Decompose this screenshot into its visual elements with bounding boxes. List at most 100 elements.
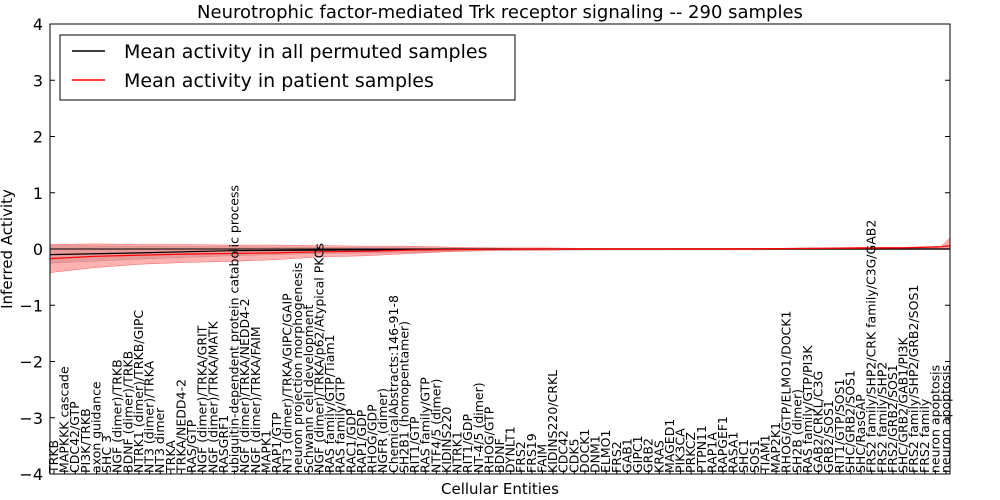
entity-label: FRS19 [524, 433, 539, 473]
entity-label: PIK3CA [673, 428, 688, 473]
entity-label: NT3 dimer [152, 407, 167, 473]
entity-label: SHC1 [736, 439, 751, 473]
entity-label: neuron apoptosis [927, 365, 942, 473]
entity-label: NGF (dimer)/TRKA/p62/Atypical PKCs [312, 243, 327, 473]
entity-label: RAP1/GDP [354, 409, 369, 473]
entity-label: DOCK1 [577, 429, 592, 473]
y-tick-label: −4 [19, 465, 43, 484]
entity-label: RAP1/GTP [269, 412, 284, 473]
entity-label: neuron projection morphogenesis [290, 262, 305, 473]
entity-label: RASA1 [726, 432, 741, 473]
entity-label: RAS/GTP [184, 419, 199, 473]
entity-label: RAS family/GTP/PI3K [800, 345, 815, 473]
entity-label: NGF (dimer)/TRKA/FAIM [248, 326, 263, 473]
legend-label-patient: Mean activity in patient samples [124, 70, 434, 92]
entity-label: FRS2 [513, 441, 528, 473]
entity-label: GAB2/CRKL/C3G [811, 371, 826, 473]
entity-label: SHC 3 [99, 435, 114, 473]
entity-label: NT3 (dimer)/TRKA [142, 360, 157, 473]
y-tick-label: 2 [33, 128, 43, 147]
entity-label: PRKCZ [683, 432, 698, 473]
entity-label: ELMO1 [598, 430, 613, 473]
chart-title: Neurotrophic factor-mediated Trk recepto… [197, 2, 803, 23]
entity-label: ubiquitin-dependent protein catabolic pr… [227, 185, 242, 473]
entity-label: RAPGEF1 [715, 416, 730, 473]
entity-label: RAS family/GTP/Tiam1 [322, 334, 337, 473]
entity-label: NGF (dimer)/TRKA/GRIT [195, 325, 210, 473]
entity-label: RHOG/GDP [365, 404, 380, 473]
entity-label: NTRK1 [450, 431, 465, 473]
entity-label: RIT1/GTP/SOS1 [832, 379, 847, 473]
legend-box [59, 34, 516, 101]
entity-label: TRKB [46, 440, 61, 474]
entity-label: MAPK1 [258, 430, 273, 473]
entity-label: SHC/GRB2/SOS1 [842, 370, 857, 473]
entity-label: RAS family/GTP [418, 377, 433, 473]
entity-label: NT3 (dimer)/TRKA/GIPC/GAIP [280, 293, 295, 473]
entity-label: neuron apoptosis [938, 365, 953, 473]
entity-label: MAGED1 [662, 419, 677, 473]
entity-label: DYNLT1 [503, 426, 518, 473]
entity-label: CDC42 [556, 430, 571, 473]
entity-label: NGFR (dimer) [375, 388, 390, 473]
entity-label: CDC42/GTP [67, 401, 82, 473]
entity-label: ChemicalAbstracts:146-91-8 [386, 295, 401, 473]
y-tick-label: 0 [33, 240, 43, 259]
entity-label: axon guidance [89, 381, 104, 473]
y-tick-label: 3 [33, 71, 43, 90]
entity-label: TRKA [163, 440, 178, 474]
entity-label: FRS2 family [917, 398, 932, 473]
entity-label: SOS1 [747, 439, 762, 473]
entity-label: FRS2/GRB2/SOS1 [885, 364, 900, 473]
entity-label: RIT1/GTP [407, 416, 422, 473]
entity-label: SH2B1 (homopentamer) [396, 321, 411, 473]
y-tick-label: −2 [19, 353, 43, 372]
entity-label: BDNF [492, 438, 507, 473]
entity-label: FRS2 family/SHP2 [874, 362, 889, 473]
entity-label: NTRK1 (dimer)/TRKB/GIPC [131, 310, 146, 473]
entity-label: GIPC1 [630, 435, 645, 473]
entity-label: TRKA/NEDD4-2 [173, 379, 188, 474]
entity-label: KRAS [651, 440, 666, 473]
entity-label: NGF (dimer)/TRKA/NEDD4-2 [237, 298, 252, 473]
entity-label: NTF4/5 (dimer) [428, 379, 443, 473]
entity-label: FRS2 [609, 441, 624, 473]
entity-label: GRB2 [641, 438, 656, 473]
entity-label: TIAM1 [758, 434, 773, 474]
entity-label: RHOG/GTP [481, 406, 496, 473]
x-axis-label: Cellular Entities [441, 480, 559, 498]
entity-label: GAB1 [619, 438, 634, 473]
entity-label: RAC1/GDP [343, 408, 358, 473]
entity-label: DNM1 [588, 435, 603, 473]
entity-label: NGF (dimer)/TRKA/MATK [205, 320, 220, 473]
entity-label: SHC/RasGAP [853, 394, 868, 473]
y-tick-label: −3 [19, 409, 43, 428]
series-line-1 [49, 245, 951, 260]
y-tick-label: 4 [33, 15, 43, 34]
entity-label: RASGRF1 [216, 415, 231, 473]
entity-label: NGF (dimer)/TRKB [110, 359, 125, 473]
entity-label: SHC/GRB2/GAB1/PI3K [896, 336, 911, 473]
entity-label: RAP1A [704, 432, 719, 473]
entity-label: KIDINS220 [439, 407, 454, 473]
entity-label: FRS2 family/SHP2/GRB2/SOS1 [906, 285, 921, 473]
entity-label: MAP2K1 [768, 422, 783, 473]
entity-label: Schwann cell development [301, 305, 316, 473]
entity-label: BDNF (dimer)/TRKB [120, 351, 135, 473]
entity-label: PI3K/TRKB [78, 408, 93, 473]
entity-label: GRB2/SOS1 [821, 400, 836, 473]
entity-label: FRS2 family/SHP2/CRK family/C3G/GAB2 [864, 220, 879, 473]
entity-label: RIT1/GDP [460, 414, 475, 473]
y-tick-label: 1 [33, 184, 43, 203]
entity-label: KIDINS220/CRKL [545, 370, 560, 473]
y-tick-label: −1 [19, 296, 43, 315]
y-axis-label: Inferred Activity [0, 189, 16, 309]
legend-label-permuted: Mean activity in all permuted samples [124, 41, 487, 63]
legend: Mean activity in all permuted samples Me… [59, 34, 516, 101]
entity-label: CDK5 [566, 438, 581, 473]
entity-label: NT-4/5 (dimer) [471, 382, 486, 473]
patient-band [49, 237, 951, 273]
entity-label: FAIM [535, 444, 550, 473]
entity-label: SH2B (dimer) [789, 389, 804, 473]
